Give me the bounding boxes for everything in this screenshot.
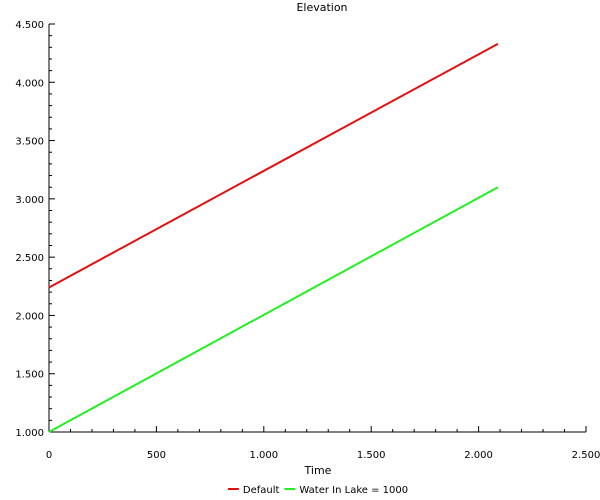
series-lines bbox=[48, 42, 499, 433]
y-tick-label: 2.500 bbox=[15, 253, 44, 264]
x-axis-title: Time bbox=[304, 464, 332, 477]
x-tick-label: 2.500 bbox=[572, 450, 600, 461]
x-tick-label: 0 bbox=[46, 450, 52, 461]
y-tick-label: 3.000 bbox=[15, 195, 44, 206]
y-tick-label: 2.000 bbox=[15, 311, 44, 322]
legend-label: Default bbox=[243, 485, 280, 496]
x-tick-label: 1.000 bbox=[249, 450, 278, 461]
y-tick-label: 3.500 bbox=[15, 137, 44, 148]
plot-area: 1.000 1.500 2.000 2.500 3.000 3.500 4.000 4.500… bbox=[15, 20, 600, 461]
y-tick-label: 1.500 bbox=[15, 370, 44, 381]
chart-title: Elevation bbox=[296, 1, 347, 14]
x-tick-label: 500 bbox=[147, 450, 166, 461]
x-tick-label: 2.000 bbox=[464, 450, 493, 461]
y-tick-label: 4.000 bbox=[15, 78, 44, 89]
x-tick-label: 1.500 bbox=[357, 450, 386, 461]
legend: Default Water In Lake = 1000 bbox=[227, 485, 408, 496]
y-tick-label: 1.000 bbox=[15, 428, 44, 439]
legend-label: Water In Lake = 1000 bbox=[299, 485, 408, 496]
series-line bbox=[48, 42, 499, 289]
axis-ticks: 1.000 1.500 2.000 2.500 3.000 3.500 4.000 4.500… bbox=[15, 20, 600, 461]
series-line bbox=[48, 186, 499, 433]
y-tick-label: 4.500 bbox=[15, 20, 44, 31]
